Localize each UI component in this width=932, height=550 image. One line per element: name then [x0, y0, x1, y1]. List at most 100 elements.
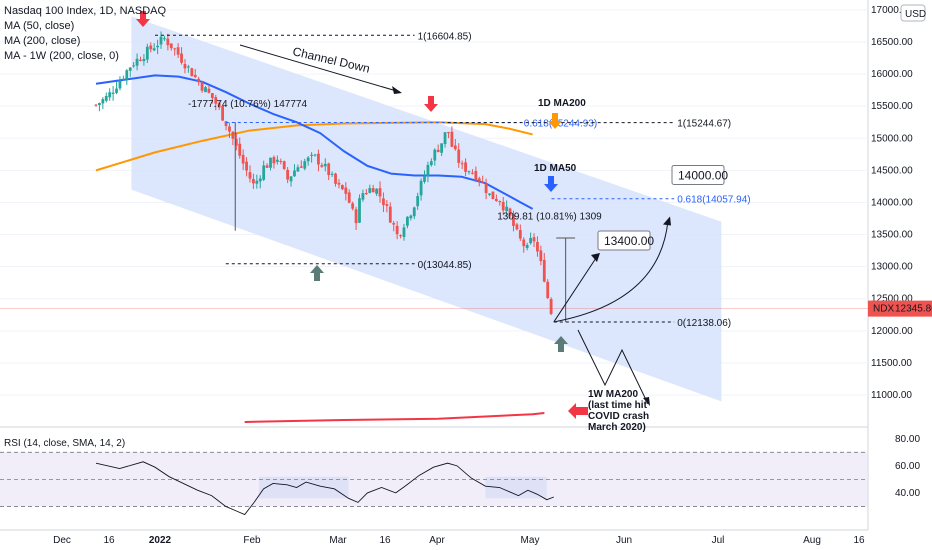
candle-body [477, 178, 481, 182]
candle-body [402, 227, 406, 237]
candle-body [217, 103, 221, 108]
legend-ma50[interactable]: MA (50, close) [4, 20, 75, 32]
candle-body [501, 201, 505, 211]
last-price-symbol: NDX [873, 304, 894, 315]
candle-body [145, 46, 149, 60]
projection-arrow-head [591, 252, 600, 262]
candle-body [303, 161, 307, 169]
candle-body [275, 159, 279, 162]
candle-body [330, 173, 334, 175]
candles [94, 31, 553, 316]
rsi-tick-label: 40.00 [895, 488, 920, 499]
candle-body [98, 103, 101, 105]
candle-body [125, 70, 129, 80]
candle-body [163, 38, 166, 40]
candle-body [221, 105, 225, 121]
candle-body [508, 208, 512, 216]
candle-body [118, 80, 122, 89]
projection-arrow-head [663, 216, 671, 226]
candle-body [142, 58, 146, 62]
candle-body [101, 99, 105, 104]
candle-body [358, 198, 361, 223]
y-tick-label: 14000.00 [871, 197, 913, 208]
projection-label: 14000.00 [678, 168, 728, 182]
candle-body [132, 65, 136, 67]
candle-body [108, 92, 112, 98]
candle-body [505, 206, 509, 212]
candle-body [347, 192, 351, 203]
candle-body [180, 53, 183, 63]
candle-body [423, 175, 426, 182]
candle-body [317, 153, 320, 165]
candle-body [306, 157, 310, 162]
candle-body [460, 163, 464, 165]
candle-body [340, 185, 344, 190]
level-label: 0(12138.06) [677, 318, 731, 329]
projection-box [597, 230, 651, 251]
ma1w-label: March 2020) [588, 422, 646, 433]
candle-body [296, 167, 300, 172]
x-tick-label: Dec [53, 535, 71, 546]
candle-body [252, 179, 255, 184]
candle-body [382, 198, 385, 206]
candle-body [471, 172, 474, 174]
candle-body [159, 36, 163, 45]
candle-body [474, 170, 478, 181]
candle-body [440, 143, 444, 153]
x-tick-label: 16 [853, 535, 865, 546]
candle-body [293, 170, 296, 177]
candle-body [327, 163, 331, 176]
axes: 11000.00 11500.00 12000.00 12500.00 13000.00… [53, 4, 932, 546]
candle-body [546, 281, 550, 299]
candle-body [488, 193, 491, 195]
candle-body [375, 188, 379, 194]
currency-badge [900, 4, 926, 22]
x-tick-label: Mar [329, 535, 347, 546]
candle-body [371, 188, 375, 193]
channel [131, 16, 722, 402]
rsi-label: RSI (14, close, SMA, 14, 2) [4, 438, 125, 449]
candle-body [320, 165, 324, 167]
candle-body [364, 192, 368, 194]
level-label: 0.618(15244.93) [524, 119, 597, 130]
candle-body [344, 187, 348, 194]
x-tick-label: Jun [616, 535, 632, 546]
y-tick-label: 11000.00 [871, 390, 912, 401]
candle-body [156, 45, 159, 48]
candle-body [536, 242, 539, 252]
candle-body [515, 224, 519, 230]
rsi-tick-label: 80.00 [895, 434, 920, 445]
candle-body [412, 207, 416, 217]
candle-body [279, 161, 283, 163]
level-label: 0(13044.85) [418, 260, 472, 271]
candle-body [525, 245, 529, 249]
level-label: 1(16604.85) [418, 31, 472, 42]
ma1w-label: (last time hit [588, 400, 648, 411]
channel-arrow-head [392, 86, 402, 94]
candle-body [139, 59, 142, 61]
candle-body [385, 204, 389, 206]
candle-body [183, 64, 187, 69]
ma200-line [95, 121, 533, 172]
candle-body [152, 48, 156, 51]
candle-body [248, 172, 252, 179]
level-label: 1(15244.67) [677, 119, 731, 130]
candle-body [491, 191, 495, 200]
candle-body [481, 181, 485, 183]
candle-body [512, 214, 515, 226]
top-arrow-icon [136, 11, 150, 27]
candle-body [436, 149, 440, 152]
legend-ma200[interactable]: MA (200, close) [4, 35, 81, 47]
annotations: -1777.74 (10.76%) 147774 1309.81 (10.81%)… [136, 11, 728, 433]
candle-body [282, 161, 286, 169]
legend-ma1w[interactable]: MA - 1W (200, close, 0) [4, 50, 119, 62]
y-tick-label: 13500.00 [871, 230, 913, 241]
candle-body [549, 298, 553, 314]
projection-label: 13400.00 [604, 234, 654, 248]
candle-body [115, 88, 118, 93]
x-tick-label: May [521, 535, 540, 546]
candle-body [433, 149, 437, 161]
candle-body [214, 97, 218, 104]
y-tick-label: 17000.00 [871, 5, 913, 16]
